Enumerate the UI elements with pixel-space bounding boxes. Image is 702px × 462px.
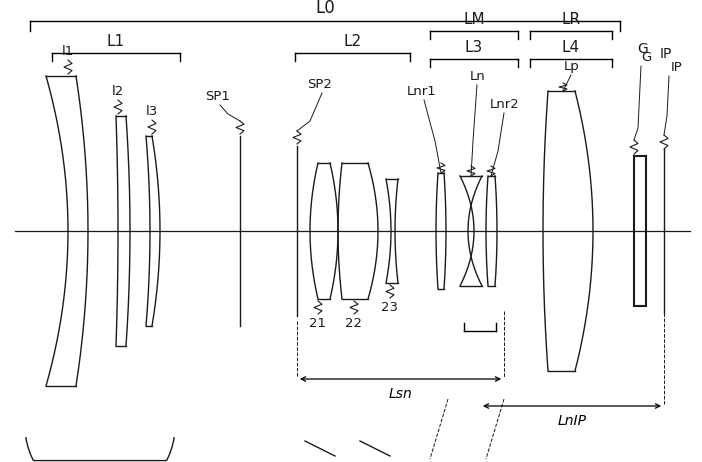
Text: Lsn: Lsn [389, 387, 412, 401]
Text: Lnr2: Lnr2 [490, 98, 520, 111]
Text: LR: LR [562, 12, 581, 27]
Text: L4: L4 [562, 40, 580, 55]
Text: L2: L2 [343, 34, 362, 49]
Text: 21: 21 [310, 317, 326, 330]
Text: IP: IP [660, 47, 673, 61]
Text: L0: L0 [315, 0, 335, 17]
Text: G: G [641, 51, 651, 64]
Text: L1: L1 [107, 34, 125, 49]
Text: L3: L3 [465, 40, 483, 55]
Text: l3: l3 [146, 105, 158, 118]
Text: LnIP: LnIP [557, 414, 586, 428]
Text: Lnr1: Lnr1 [407, 85, 437, 98]
Text: G: G [637, 42, 649, 56]
Text: Ln: Ln [470, 70, 486, 83]
Text: IP: IP [671, 61, 683, 74]
Text: LM: LM [463, 12, 485, 27]
Text: SP1: SP1 [206, 90, 230, 103]
Text: SP2: SP2 [307, 78, 333, 91]
Text: 22: 22 [345, 317, 362, 330]
Text: Lp: Lp [564, 60, 580, 73]
Text: l2: l2 [112, 85, 124, 98]
Text: 23: 23 [381, 301, 399, 314]
Text: l1: l1 [62, 45, 74, 58]
